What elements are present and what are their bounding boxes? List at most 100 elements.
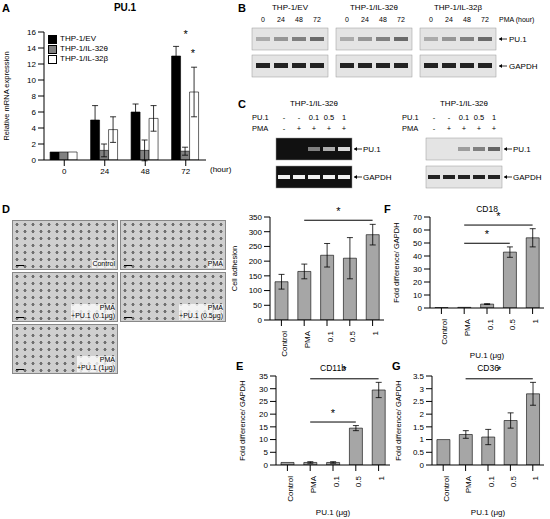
svg-text:24: 24 xyxy=(361,16,369,23)
svg-text:40: 40 xyxy=(413,252,422,261)
svg-text:1: 1 xyxy=(531,318,540,323)
svg-text:72: 72 xyxy=(181,167,190,176)
svg-text:1: 1 xyxy=(492,113,496,122)
svg-text:350: 350 xyxy=(249,213,263,222)
svg-text:48: 48 xyxy=(295,16,303,23)
svg-text:16: 16 xyxy=(27,28,36,37)
svg-text:+: + xyxy=(492,124,497,133)
svg-text:Relative mRNA expression: Relative mRNA expression xyxy=(8,51,11,140)
svg-text:-: - xyxy=(283,113,286,122)
svg-text:-: - xyxy=(283,124,286,133)
svg-text:+: + xyxy=(342,124,347,133)
svg-text:6: 6 xyxy=(32,108,37,117)
svg-text:3: 3 xyxy=(420,385,425,394)
svg-text:48: 48 xyxy=(379,16,387,23)
svg-text:0.5: 0.5 xyxy=(354,475,363,487)
svg-text:0: 0 xyxy=(258,316,263,325)
svg-text:0: 0 xyxy=(345,16,349,23)
svg-text:+: + xyxy=(477,124,482,133)
svg-text:GAPDH: GAPDH xyxy=(509,62,538,71)
svg-text:1: 1 xyxy=(420,435,425,444)
svg-text:35: 35 xyxy=(259,372,268,381)
svg-text:0: 0 xyxy=(261,16,265,23)
svg-text:24: 24 xyxy=(445,16,453,23)
svg-text:THP-1/EV: THP-1/EV xyxy=(272,3,309,12)
svg-text:0.5: 0.5 xyxy=(508,318,517,330)
svg-text:+: + xyxy=(462,124,467,133)
svg-text:PMA: PMA xyxy=(303,330,312,348)
svg-text:Control: Control xyxy=(280,331,289,357)
svg-text:+: + xyxy=(327,124,332,133)
svg-text:0.1: 0.1 xyxy=(309,113,319,122)
svg-text:72: 72 xyxy=(313,16,321,23)
svg-text:Cell adhesion: Cell adhesion xyxy=(230,246,239,291)
svg-text:PMA (hour): PMA (hour) xyxy=(499,16,534,24)
svg-text:PU.1: PU.1 xyxy=(509,35,527,44)
svg-text:PU.1 (μg): PU.1 (μg) xyxy=(316,508,351,517)
svg-text:72: 72 xyxy=(481,16,489,23)
svg-text:THP-1/IL-32θ: THP-1/IL-32θ xyxy=(290,99,339,108)
svg-text:(hour): (hour) xyxy=(210,165,232,174)
svg-text:30: 30 xyxy=(259,385,268,394)
svg-text:300: 300 xyxy=(249,228,263,237)
svg-text:24: 24 xyxy=(277,16,285,23)
svg-text:50: 50 xyxy=(413,239,422,248)
svg-text:0: 0 xyxy=(429,16,433,23)
svg-text:PU.1: PU.1 xyxy=(252,113,269,122)
svg-text:PMA: PMA xyxy=(463,318,472,336)
svg-text:200: 200 xyxy=(249,257,263,266)
svg-text:0.5: 0.5 xyxy=(474,113,484,122)
svg-text:THP-1/IL-32β: THP-1/IL-32β xyxy=(434,3,483,12)
svg-text:0: 0 xyxy=(418,304,423,313)
svg-text:0.5: 0.5 xyxy=(348,330,357,342)
svg-text:0.1: 0.1 xyxy=(326,330,335,342)
svg-text:+: + xyxy=(297,124,302,133)
svg-text:*: * xyxy=(184,28,189,40)
svg-text:14: 14 xyxy=(27,44,36,53)
svg-text:PMA: PMA xyxy=(402,124,418,133)
svg-text:PU.1: PU.1 xyxy=(513,145,531,154)
svg-text:*: * xyxy=(331,407,336,419)
svg-text:0.1: 0.1 xyxy=(487,475,496,487)
svg-text:48: 48 xyxy=(463,16,471,23)
svg-text:Control: Control xyxy=(440,319,449,345)
svg-text:10: 10 xyxy=(413,291,422,300)
svg-text:0.5: 0.5 xyxy=(324,113,334,122)
svg-text:-: - xyxy=(433,113,436,122)
svg-text:*: * xyxy=(485,228,490,240)
svg-text:0: 0 xyxy=(264,461,269,470)
svg-text:+: + xyxy=(447,124,452,133)
svg-text:-: - xyxy=(298,113,301,122)
svg-text:20: 20 xyxy=(413,278,422,287)
svg-text:PU.1 (μg): PU.1 (μg) xyxy=(470,351,505,360)
svg-text:PMA: PMA xyxy=(464,475,473,493)
svg-text:Control: Control xyxy=(442,476,451,502)
svg-text:*: * xyxy=(336,205,341,217)
svg-text:PMA: PMA xyxy=(252,124,268,133)
svg-text:PU.1: PU.1 xyxy=(402,113,419,122)
svg-text:4: 4 xyxy=(32,124,37,133)
svg-text:150: 150 xyxy=(249,272,263,281)
svg-text:PMA: PMA xyxy=(309,475,318,493)
svg-text:20: 20 xyxy=(259,410,268,419)
svg-text:24: 24 xyxy=(100,167,109,176)
svg-text:1: 1 xyxy=(531,475,540,480)
svg-text:8: 8 xyxy=(32,92,37,101)
svg-text:1: 1 xyxy=(377,475,386,480)
svg-text:GAPDH: GAPDH xyxy=(513,173,542,182)
svg-text:1: 1 xyxy=(371,330,380,335)
svg-text:0: 0 xyxy=(32,156,37,165)
svg-text:-: - xyxy=(448,113,451,122)
svg-text:0.5: 0.5 xyxy=(509,475,518,487)
svg-text:15: 15 xyxy=(259,423,268,432)
svg-text:Fold difference/ GAPDH: Fold difference/ GAPDH xyxy=(238,380,247,460)
svg-text:10: 10 xyxy=(259,435,268,444)
svg-text:3.5: 3.5 xyxy=(413,372,425,381)
svg-text:2: 2 xyxy=(420,410,425,419)
svg-text:0.1: 0.1 xyxy=(486,318,495,330)
svg-text:PU.1 (μg): PU.1 (μg) xyxy=(471,508,506,517)
svg-text:0: 0 xyxy=(62,167,67,176)
svg-text:Fold difference/ GAPDH: Fold difference/ GAPDH xyxy=(392,222,401,302)
svg-text:12: 12 xyxy=(27,60,36,69)
svg-text:25: 25 xyxy=(259,397,268,406)
